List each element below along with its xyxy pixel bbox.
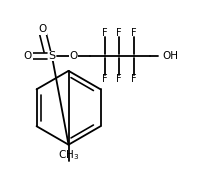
Text: O: O [24,51,32,61]
Text: O: O [39,24,47,34]
Text: F: F [102,28,107,38]
Text: CH$_3$: CH$_3$ [58,148,79,162]
Text: OH: OH [163,51,179,61]
Text: F: F [117,74,122,84]
Text: O: O [69,51,77,61]
Text: F: F [102,74,107,84]
Text: F: F [131,28,137,38]
Text: F: F [117,28,122,38]
Text: F: F [131,74,137,84]
Text: S: S [48,51,56,61]
